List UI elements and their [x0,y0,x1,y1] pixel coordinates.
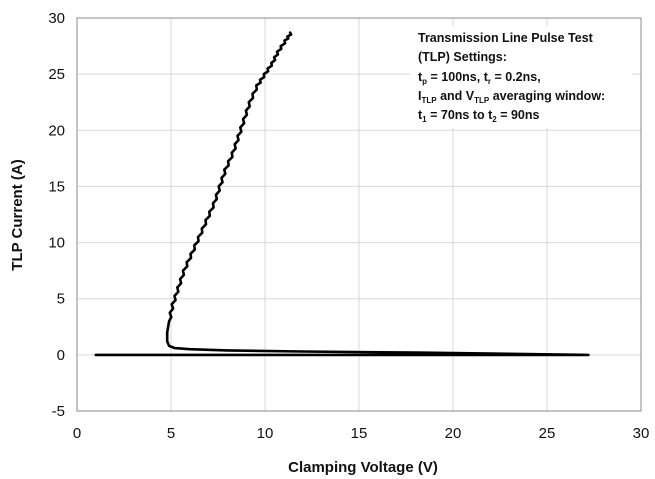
y-axis-title: TLP Current (A) [9,159,26,270]
x-tick-label: 20 [445,425,462,442]
annotation-line-3: tp = 100ns, tr = 0.2ns, [418,70,541,86]
plot-area-frame [76,17,642,412]
annotation-line-1: Transmission Line Pulse Test [418,31,594,45]
x-tick-label: 0 [73,425,81,442]
annotation-line-2: (TLP) Settings: [418,50,507,64]
x-tick-label: 25 [539,425,556,442]
series-line-tlp-iv [94,31,590,357]
annotation-line-5: t1 = 70ns to t2 = 90ns [418,108,540,124]
y-tick-label: 20 [48,122,65,139]
x-tick-label: 30 [633,425,650,442]
annotation-line-4: ITLP and VTLP averaging window: [418,89,605,105]
y-tick-label: 5 [57,291,65,308]
x-tick-labels: 0 5 10 15 20 25 30 [73,425,650,442]
tlp-settings-annotation: Transmission Line Pulse Test (TLP) Setti… [418,31,605,124]
x-tick-label: 10 [257,425,274,442]
y-tick-label: 15 [48,178,65,195]
y-tick-label: 0 [57,347,65,364]
y-tick-label: -5 [52,403,65,420]
y-tick-label: 30 [48,10,65,27]
x-tick-label: 15 [351,425,368,442]
y-tick-labels: -5 0 5 10 15 20 25 30 [48,10,65,420]
x-axis-title: Clamping Voltage (V) [288,459,438,476]
y-tick-label: 25 [48,66,65,83]
y-tick-label: 10 [48,235,65,252]
annotation-background [410,26,632,128]
x-tick-label: 5 [167,425,175,442]
